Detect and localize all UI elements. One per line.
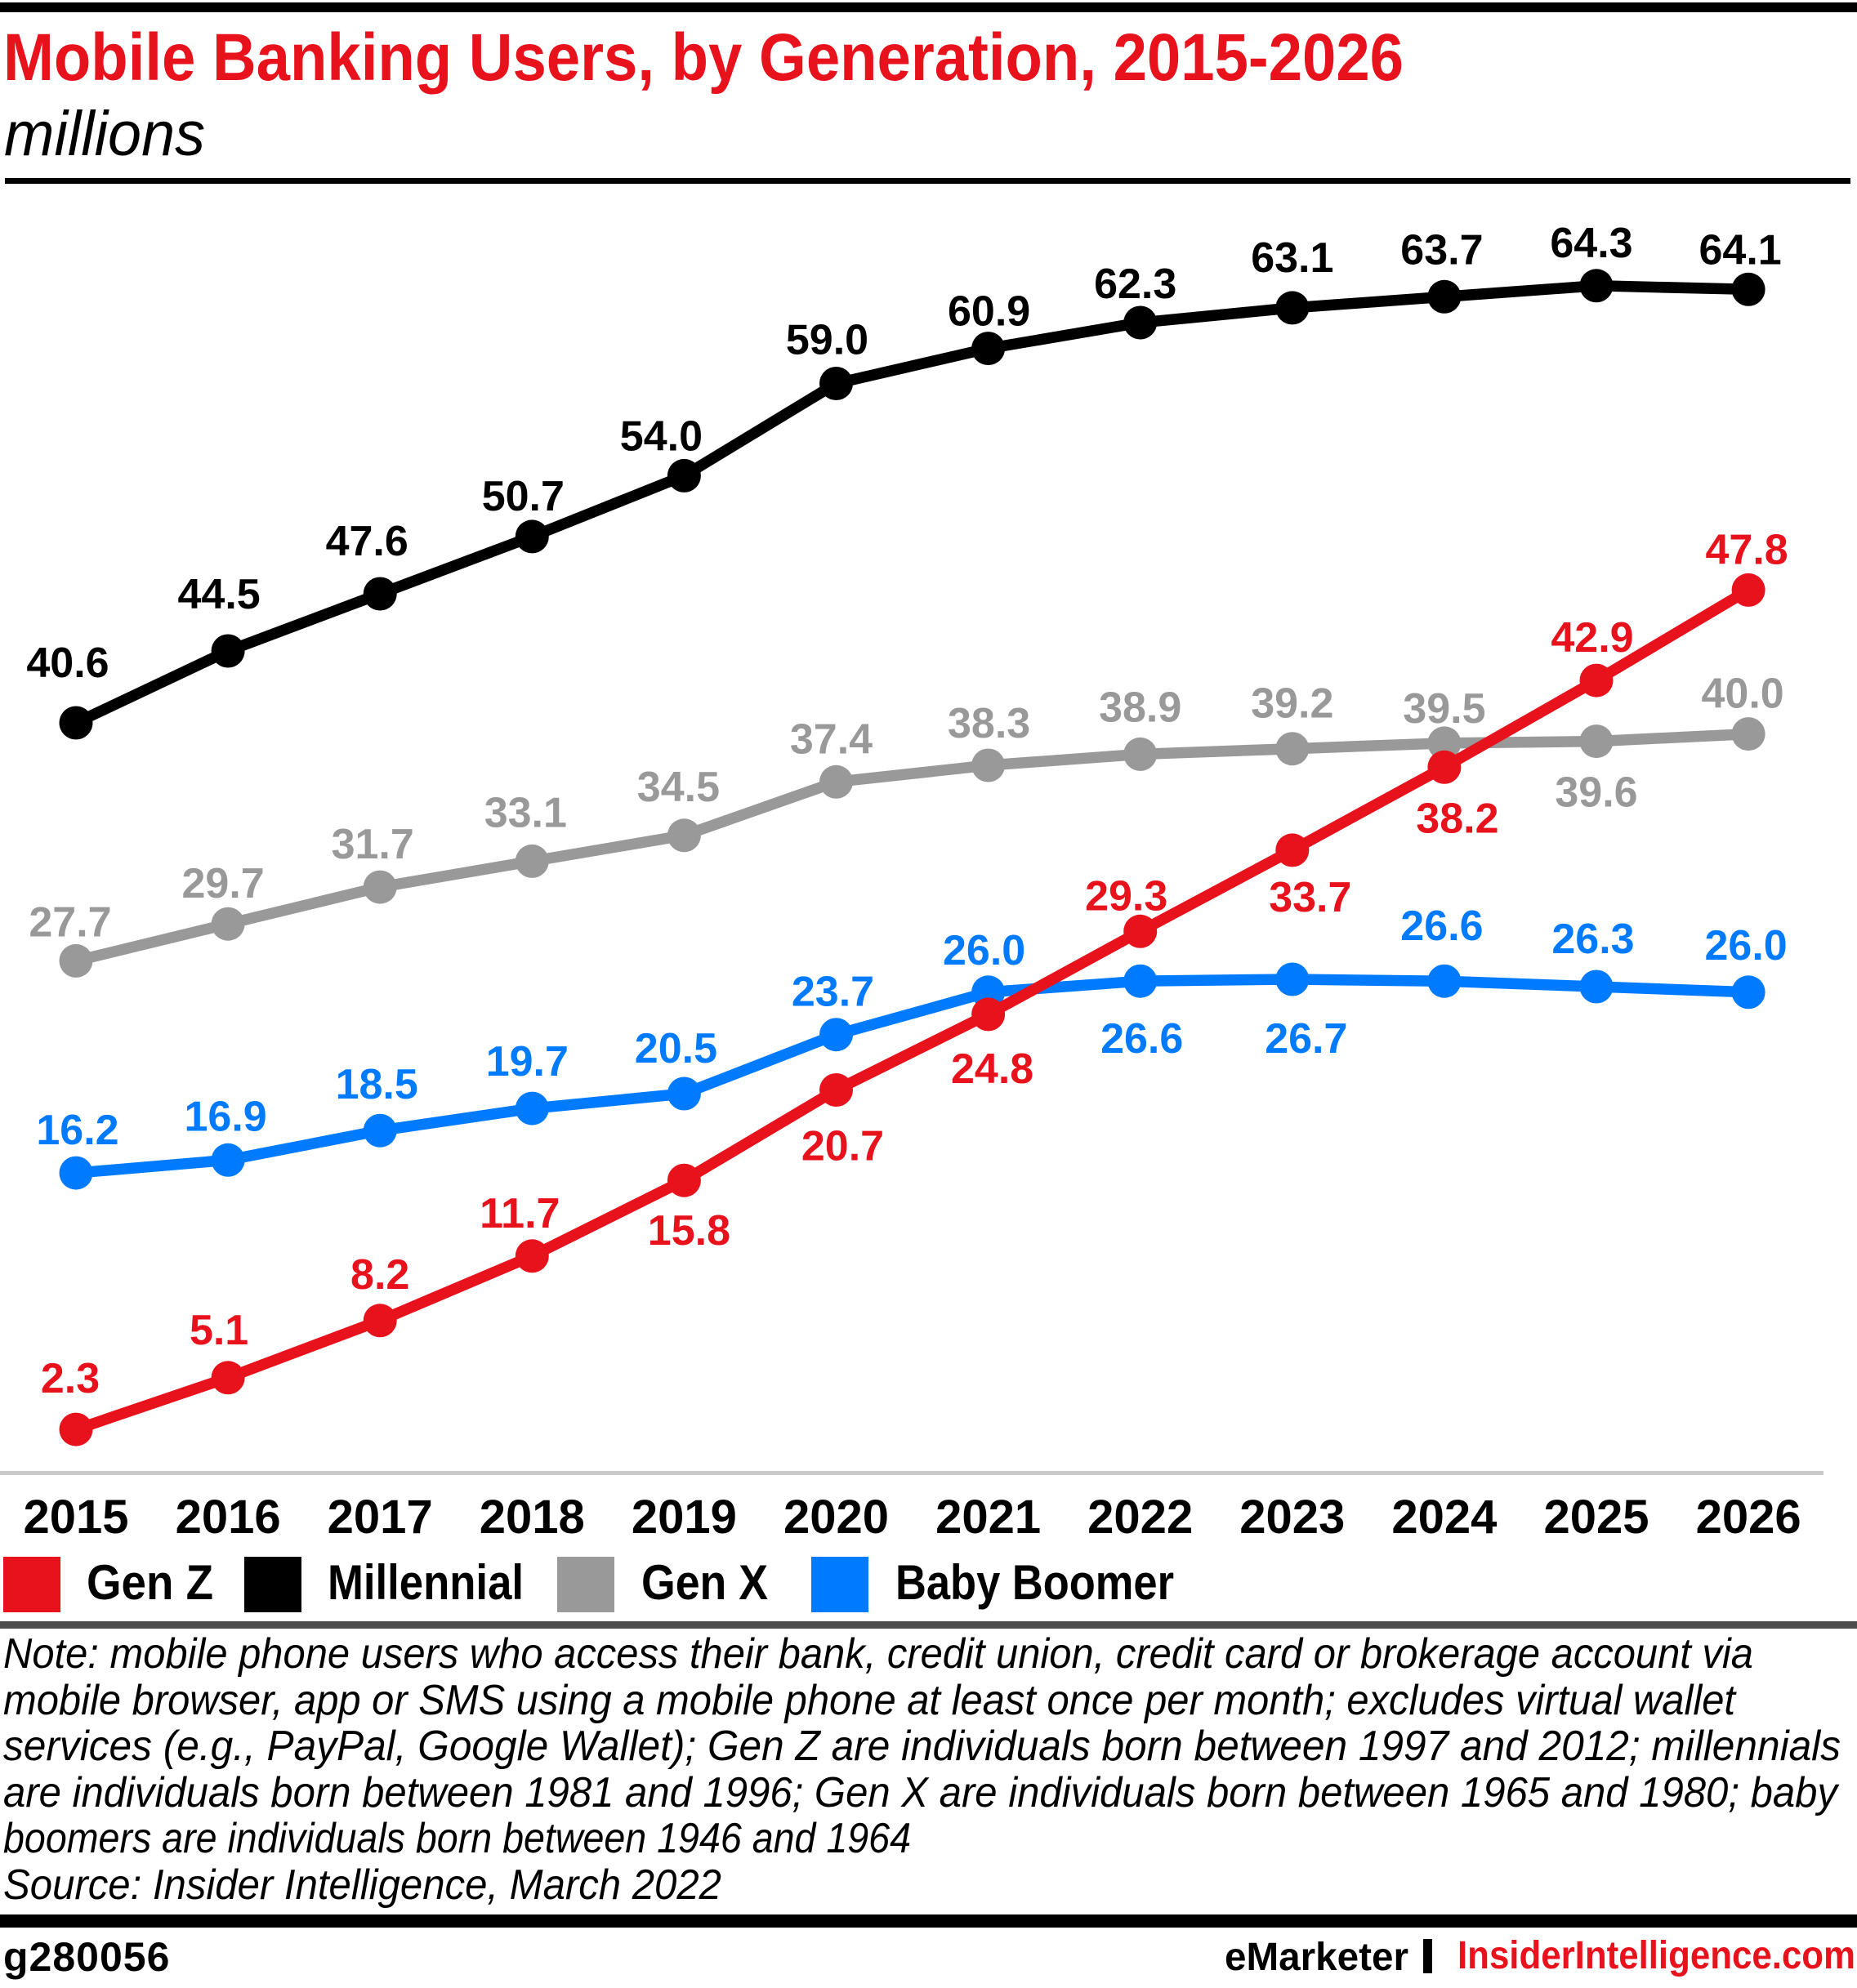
svg-text:26.6: 26.6 [1400,903,1483,950]
svg-text:19.7: 19.7 [486,1038,569,1085]
svg-text:64.3: 64.3 [1550,220,1632,267]
svg-text:millions: millions [4,99,205,169]
svg-text:29.7: 29.7 [181,860,264,907]
svg-text:37.4: 37.4 [790,715,873,763]
svg-text:5.1: 5.1 [190,1307,248,1354]
svg-text:64.1: 64.1 [1699,226,1781,274]
svg-text:2017: 2017 [328,1491,433,1544]
svg-text:mobile browser, app or SMS usi: mobile browser, app or SMS using a mobil… [3,1677,1737,1724]
svg-text:40.0: 40.0 [1701,671,1783,718]
svg-text:63.7: 63.7 [1400,226,1483,274]
svg-text:Source: Insider Intelligence,: Source: Insider Intelligence, March 2022 [3,1861,721,1909]
svg-text:54.0: 54.0 [620,412,703,460]
svg-text:47.6: 47.6 [326,518,408,565]
svg-text:2025: 2025 [1543,1491,1649,1544]
svg-text:InsiderIntelligence.com: InsiderIntelligence.com [1457,1934,1855,1977]
svg-text:Mobile Banking Users, by Gener: Mobile Banking Users, by Generation, 201… [3,20,1404,95]
svg-text:11.7: 11.7 [480,1190,560,1237]
svg-text:50.7: 50.7 [482,473,565,520]
svg-text:62.3: 62.3 [1094,261,1176,308]
svg-text:27.7: 27.7 [29,898,111,946]
svg-text:8.2: 8.2 [350,1251,409,1299]
svg-text:2021: 2021 [935,1491,1041,1544]
svg-text:2026: 2026 [1696,1491,1801,1544]
svg-text:38.3: 38.3 [948,700,1030,747]
svg-text:20.7: 20.7 [801,1123,884,1170]
svg-text:Millennial: Millennial [328,1555,524,1610]
svg-text:2016: 2016 [176,1491,281,1544]
svg-text:39.5: 39.5 [1403,685,1485,733]
svg-text:are individuals born between 1: are individuals born between 1981 and 19… [3,1769,1840,1816]
svg-text:2020: 2020 [783,1491,889,1544]
svg-text:2022: 2022 [1087,1491,1193,1544]
svg-text:18.5: 18.5 [336,1061,418,1108]
svg-text:g280056: g280056 [3,1934,170,1980]
svg-text:Gen Z: Gen Z [87,1555,213,1610]
svg-text:2015: 2015 [23,1491,128,1544]
svg-text:26.3: 26.3 [1551,916,1634,963]
svg-text:Note: mobile phone users who a: Note: mobile phone users who access thei… [3,1630,1753,1678]
svg-text:47.8: 47.8 [1705,526,1788,573]
svg-text:2.3: 2.3 [41,1355,100,1402]
svg-text:34.5: 34.5 [637,764,720,811]
svg-text:15.8: 15.8 [648,1207,730,1255]
svg-text:38.2: 38.2 [1416,795,1498,842]
svg-text:2018: 2018 [480,1491,585,1544]
svg-text:2024: 2024 [1391,1491,1497,1544]
svg-text:26.7: 26.7 [1265,1015,1347,1063]
svg-text:23.7: 23.7 [792,969,874,1016]
svg-text:31.7: 31.7 [332,821,414,868]
svg-text:44.5: 44.5 [177,571,260,618]
svg-text:26.6: 26.6 [1100,1015,1183,1063]
svg-text:eMarketer: eMarketer [1225,1936,1408,1979]
svg-text:59.0: 59.0 [786,317,868,364]
svg-text:16.2: 16.2 [36,1107,118,1154]
svg-text:20.5: 20.5 [635,1025,717,1072]
svg-text:26.0: 26.0 [1704,922,1787,969]
svg-text:29.3: 29.3 [1085,872,1167,920]
svg-text:63.1: 63.1 [1251,234,1333,282]
svg-text:2023: 2023 [1239,1491,1345,1544]
svg-text:60.9: 60.9 [948,288,1030,336]
svg-text:Gen X: Gen X [641,1555,768,1610]
svg-text:24.8: 24.8 [951,1045,1033,1093]
svg-text:boomers are individuals born b: boomers are individuals born between 194… [3,1815,911,1862]
svg-text:26.0: 26.0 [943,927,1025,974]
svg-text:services (e.g., PayPal, Google: services (e.g., PayPal, Google Wallet); … [3,1723,1841,1770]
svg-text:42.9: 42.9 [1551,614,1633,662]
svg-text:Baby Boomer: Baby Boomer [895,1555,1174,1610]
svg-text:39.2: 39.2 [1251,680,1333,728]
svg-text:38.9: 38.9 [1099,684,1181,731]
svg-text:39.6: 39.6 [1555,769,1637,817]
svg-text:33.1: 33.1 [484,789,567,836]
svg-text:33.7: 33.7 [1269,874,1351,921]
svg-text:16.9: 16.9 [184,1093,266,1140]
svg-text:2019: 2019 [632,1491,737,1544]
svg-text:40.6: 40.6 [26,640,109,687]
